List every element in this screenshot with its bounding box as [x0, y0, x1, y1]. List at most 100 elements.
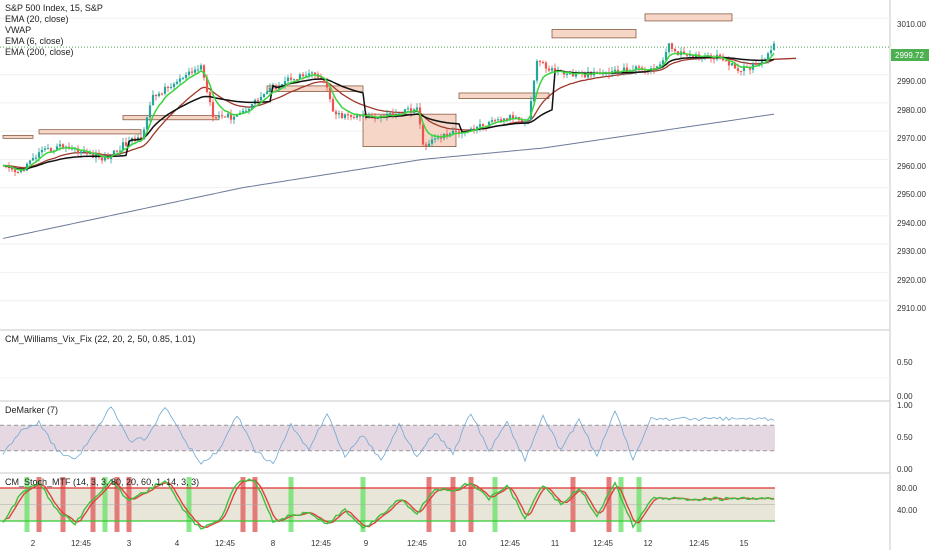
candle-body: [520, 119, 524, 122]
candle-body: [118, 150, 122, 152]
x-tick-label: 12:45: [500, 539, 521, 548]
candle-body: [760, 59, 764, 65]
legend-ema-200: EMA (200, close): [5, 47, 74, 57]
candle-body: [229, 113, 233, 120]
candle-body: [490, 120, 494, 122]
x-tick-label: 8: [271, 539, 276, 548]
candle-body: [331, 99, 335, 112]
candle-body: [724, 60, 728, 62]
candle-body: [88, 153, 92, 155]
candle-body: [754, 63, 758, 65]
candle-body: [16, 171, 20, 173]
candle-body: [295, 79, 299, 81]
candle-body: [721, 58, 725, 61]
demarker-legend: DeMarker (7): [5, 405, 58, 415]
candle-body: [541, 61, 545, 63]
candle-body: [115, 150, 119, 152]
candle-body: [25, 163, 29, 171]
demarker-panel: [0, 406, 775, 465]
candle-body: [313, 72, 317, 75]
candle-body: [217, 115, 221, 118]
candle-body: [445, 133, 449, 137]
candle-body: [694, 54, 698, 59]
price-y-axis: 3010.00 2990.00 2980.00 2970.00 2960.00 …: [897, 20, 926, 313]
y-tick: 2960.00: [897, 162, 926, 171]
x-axis: 2 12:45 3 4 12:45 8 12:45 9 12:45 10 12:45 11 12:45 1…: [31, 539, 749, 548]
candle-body: [736, 68, 740, 71]
candle-body: [661, 60, 665, 65]
candle-body: [766, 53, 770, 60]
stoch-k-line: [2, 478, 775, 530]
candle-body: [13, 169, 17, 172]
x-tick-label: 12:45: [593, 539, 614, 548]
candle-body: [634, 66, 638, 70]
x-tick-label: 12:45: [689, 539, 710, 548]
candle-body: [169, 87, 173, 89]
candle-body: [421, 124, 425, 145]
candle-body: [742, 66, 746, 71]
vwap-line: [2, 56, 775, 170]
x-tick-label: 12:45: [407, 539, 428, 548]
candle-body: [289, 77, 293, 80]
ema-20-projection: [773, 57, 797, 60]
candle-body: [343, 114, 347, 118]
candle-body: [478, 124, 482, 127]
demarker-y-tick: 0.50: [897, 433, 913, 442]
demarker-y-tick: 0.00: [897, 465, 913, 474]
candle-body: [82, 151, 86, 153]
candle-body: [181, 77, 185, 79]
candle-body: [7, 166, 11, 168]
candle-body: [451, 130, 455, 134]
supply-demand-zone: [362, 113, 457, 147]
candle-body: [199, 65, 203, 70]
candle-body: [211, 102, 215, 118]
candle-body: [265, 91, 269, 94]
candle-body: [334, 111, 338, 115]
candle-body: [55, 146, 59, 151]
price-panel: [0, 13, 890, 302]
candle-body: [433, 138, 437, 140]
candle-body: [415, 107, 419, 110]
candle-body: [235, 114, 239, 117]
candle-body: [772, 43, 776, 51]
candle-body: [196, 69, 200, 71]
stoch-y-tick: 40.00: [897, 506, 918, 515]
candle-body: [550, 68, 554, 71]
candle-body: [544, 62, 548, 69]
candle-body: [505, 118, 509, 121]
price-legend: S&P 500 Index, 15, S&P EMA (20, close) V…: [5, 3, 103, 57]
candle-body: [574, 73, 578, 77]
candle-body: [340, 113, 344, 118]
candle-body: [19, 170, 23, 173]
candle-body: [85, 151, 89, 155]
legend-ema-6: EMA (6, close): [5, 36, 64, 46]
candle-body: [148, 105, 152, 118]
supply-demand-zone: [551, 29, 637, 39]
candle-body: [529, 101, 533, 120]
x-tick-label: 9: [364, 539, 369, 548]
candle-body: [346, 114, 350, 116]
x-tick-label: 10: [458, 539, 467, 548]
y-tick: 2910.00: [897, 304, 926, 313]
candle-body: [685, 54, 689, 56]
candle-body: [769, 50, 773, 54]
candle-body: [319, 77, 323, 79]
vix-y-tick: 0.00: [897, 392, 913, 401]
candle-body: [508, 115, 512, 121]
candle-body: [403, 109, 407, 114]
candle-body: [493, 120, 497, 122]
candle-body: [409, 108, 413, 113]
x-tick-label: 12:45: [71, 539, 92, 548]
candle-body: [376, 117, 380, 119]
candle-body: [166, 86, 170, 88]
candle-body: [511, 115, 515, 119]
y-tick: 2940.00: [897, 219, 926, 228]
candle-body: [37, 152, 41, 158]
candle-body: [733, 63, 737, 69]
x-tick-label: 3: [127, 539, 132, 548]
candle-body: [178, 78, 182, 82]
candle-body: [439, 137, 443, 139]
candle-body: [268, 87, 272, 92]
candle-body: [175, 81, 179, 84]
